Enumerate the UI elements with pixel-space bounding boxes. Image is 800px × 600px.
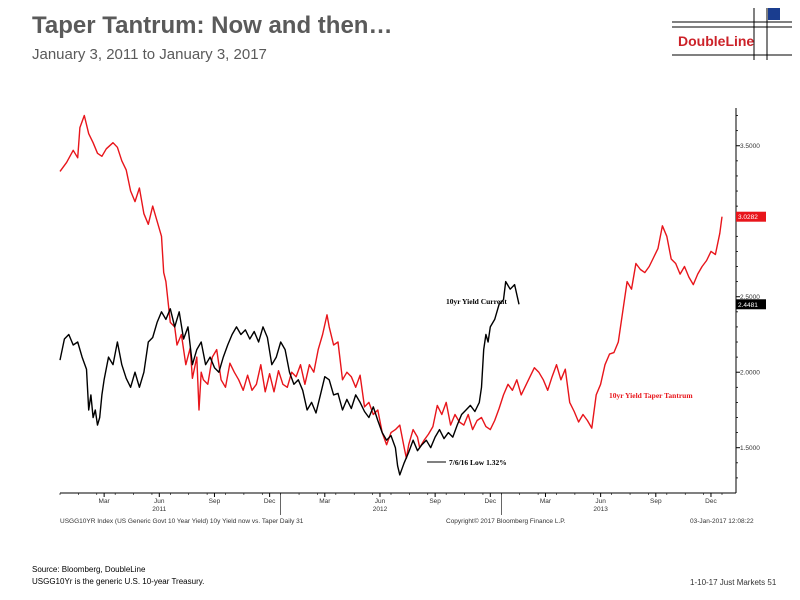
x-tick-label: Jun bbox=[375, 498, 386, 505]
x-tick-label: Dec bbox=[264, 498, 276, 505]
annotation-taper: 10yr Yield Taper Tantrum bbox=[609, 391, 693, 400]
x-tick-label: Sep bbox=[650, 498, 662, 505]
plot-area bbox=[60, 108, 736, 493]
definition-line: USGG10Yr is the generic U.S. 10-year Tre… bbox=[32, 577, 205, 586]
y-tick-label: 2.5000 bbox=[740, 294, 760, 301]
low-annotation: 7/6/16 Low 1.32% bbox=[427, 458, 507, 467]
x-tick-label: Sep bbox=[429, 498, 441, 505]
source-line: Source: Bloomberg, DoubleLine bbox=[32, 565, 146, 574]
page-subtitle: January 3, 2011 to January 3, 2017 bbox=[32, 46, 267, 63]
x-tick-label: Dec bbox=[705, 498, 717, 505]
x-tick-label: Dec bbox=[485, 498, 497, 505]
y-tick-label: 1.5000 bbox=[740, 445, 760, 452]
annotation-current: 10yr Yield Current bbox=[446, 297, 507, 306]
page-reference: 1-10-17 Just Markets 51 bbox=[690, 578, 777, 587]
last-value-box bbox=[736, 211, 766, 222]
y-tick-label: 2.0000 bbox=[740, 370, 760, 377]
x-tick-label: Jun bbox=[154, 498, 165, 505]
annotation-low: 7/6/16 Low 1.32% bbox=[449, 458, 507, 467]
logo-text: DoubleLine bbox=[678, 33, 755, 49]
y-tick-label: 3.5000 bbox=[740, 143, 760, 150]
source-note: Source: Bloomberg, DoubleLine USGG10Yr i… bbox=[32, 564, 204, 588]
last-value-label: 2.4481 bbox=[738, 302, 758, 309]
bloomberg-footer-left: USGG10YR Index (US Generic Govt 10 Year … bbox=[60, 518, 304, 525]
doubleline-logo: DoubleLine bbox=[672, 8, 792, 60]
yield-chart: 3.5000 2.5000 2.0000 1.5000 Mar Jun Sep Dec Mar J… bbox=[59, 108, 766, 525]
bloomberg-footer-right: 03-Jan-2017 12:08:22 bbox=[690, 518, 754, 525]
x-year-label: 2012 bbox=[373, 506, 388, 513]
x-tick-label: Jun bbox=[595, 498, 606, 505]
x-year-label: 2011 bbox=[152, 506, 166, 513]
x-tick-label: Sep bbox=[209, 498, 221, 505]
x-tick-label: Mar bbox=[540, 498, 552, 505]
x-tick-label: Mar bbox=[319, 498, 331, 505]
last-value-label: 3.0282 bbox=[738, 214, 758, 221]
series-line-current bbox=[59, 280, 520, 476]
bloomberg-footer-mid: Copyright© 2017 Bloomberg Finance L.P. bbox=[446, 517, 566, 525]
page-title: Taper Tantrum: Now and then… bbox=[32, 12, 393, 39]
last-value-box bbox=[736, 299, 766, 310]
x-year-label: 2013 bbox=[593, 506, 608, 513]
x-tick-label: Mar bbox=[99, 498, 111, 505]
